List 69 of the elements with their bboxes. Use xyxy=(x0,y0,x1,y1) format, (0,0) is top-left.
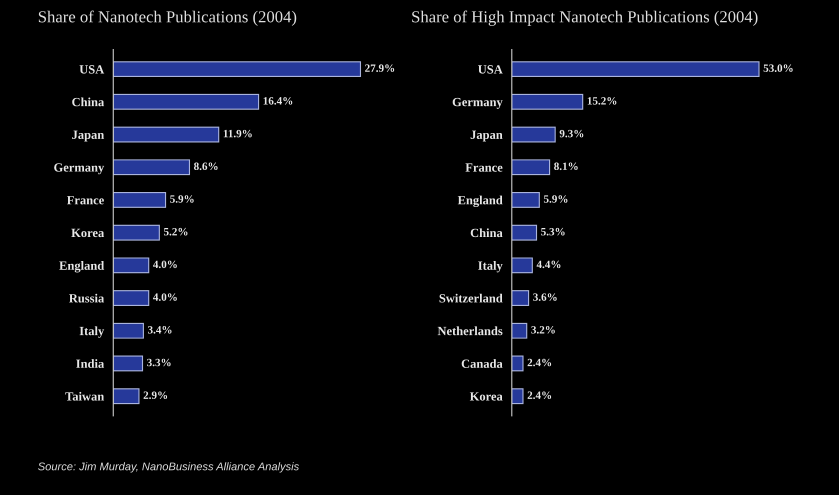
data-label: 15.2% xyxy=(588,97,616,105)
bar xyxy=(512,159,550,176)
bar xyxy=(512,322,528,339)
bar xyxy=(512,126,556,142)
y-tick-label: China xyxy=(470,228,503,238)
data-label: 16.4% xyxy=(264,97,292,105)
data-label: 11.9% xyxy=(224,130,252,138)
bar xyxy=(512,356,524,372)
y-tick-label: Italy xyxy=(80,326,104,338)
source-note: Source: Jim Murday, NanoBusiness Alliance Analysis xyxy=(38,462,299,473)
y-tick-label: India xyxy=(76,359,104,368)
bar xyxy=(113,290,150,306)
data-label: 3.2% xyxy=(531,326,555,334)
y-tick-label: France xyxy=(465,163,502,172)
y-tick-label: Germany xyxy=(54,163,104,174)
bar xyxy=(113,322,144,339)
y-tick-label: USA xyxy=(478,65,503,74)
bar xyxy=(113,192,166,208)
data-label: 4.0% xyxy=(153,260,177,268)
bar xyxy=(113,61,362,78)
data-label: 8.1% xyxy=(554,162,578,170)
y-tick-label: Korea xyxy=(470,392,503,401)
bar xyxy=(113,257,150,274)
bar xyxy=(113,388,140,404)
y-tick-label: England xyxy=(458,196,503,208)
data-label: 2.9% xyxy=(144,391,168,400)
data-label: 8.6% xyxy=(194,162,218,170)
y-tick-label: China xyxy=(72,97,104,106)
y-tick-label: Russia xyxy=(69,294,104,303)
data-label: 53.0% xyxy=(764,64,793,72)
data-label: 3.6% xyxy=(533,293,557,301)
y-tick-label: Japan xyxy=(72,130,104,142)
data-label: 2.4% xyxy=(528,391,552,400)
bar xyxy=(113,126,220,142)
data-label: 27.9% xyxy=(365,64,394,72)
y-tick-label: Taiwan xyxy=(65,392,104,401)
bar xyxy=(512,388,524,404)
data-label: 5.2% xyxy=(164,228,188,236)
data-label: 2.4% xyxy=(528,358,552,366)
data-label: 4.0% xyxy=(153,293,177,301)
data-label: 3.3% xyxy=(147,358,171,366)
data-label: 5.9% xyxy=(170,195,194,203)
bar xyxy=(512,192,540,208)
bar xyxy=(512,257,533,274)
bar xyxy=(113,159,190,176)
bar xyxy=(113,94,260,110)
y-tick-label: Canada xyxy=(462,359,503,368)
data-label: 9.3% xyxy=(560,130,584,138)
data-label: 5.9% xyxy=(544,195,568,203)
bar xyxy=(512,224,538,241)
chart-title: Share of High Impact Nanotech Publications (2004) xyxy=(412,10,758,26)
bar xyxy=(512,94,584,110)
y-tick-label: Korea xyxy=(71,228,104,238)
bar xyxy=(113,224,160,241)
y-tick-label: France xyxy=(66,196,104,204)
y-tick-label: USA xyxy=(80,65,104,74)
y-tick-label: Japan xyxy=(470,130,503,142)
y-tick-label: Netherlands xyxy=(438,326,502,336)
data-label: 5.3% xyxy=(541,228,565,236)
bar xyxy=(512,290,530,306)
y-tick-label: England xyxy=(59,261,104,272)
y-tick-label: Germany xyxy=(452,98,503,109)
y-tick-label: Switzerland xyxy=(440,294,503,303)
data-label: 3.4% xyxy=(148,326,172,334)
chart-title: Share of Nanotech Publications (2004) xyxy=(38,10,296,26)
y-tick-label: Italy xyxy=(478,261,503,272)
bar xyxy=(113,356,144,372)
data-label: 4.4% xyxy=(536,260,560,268)
bar xyxy=(512,61,760,78)
